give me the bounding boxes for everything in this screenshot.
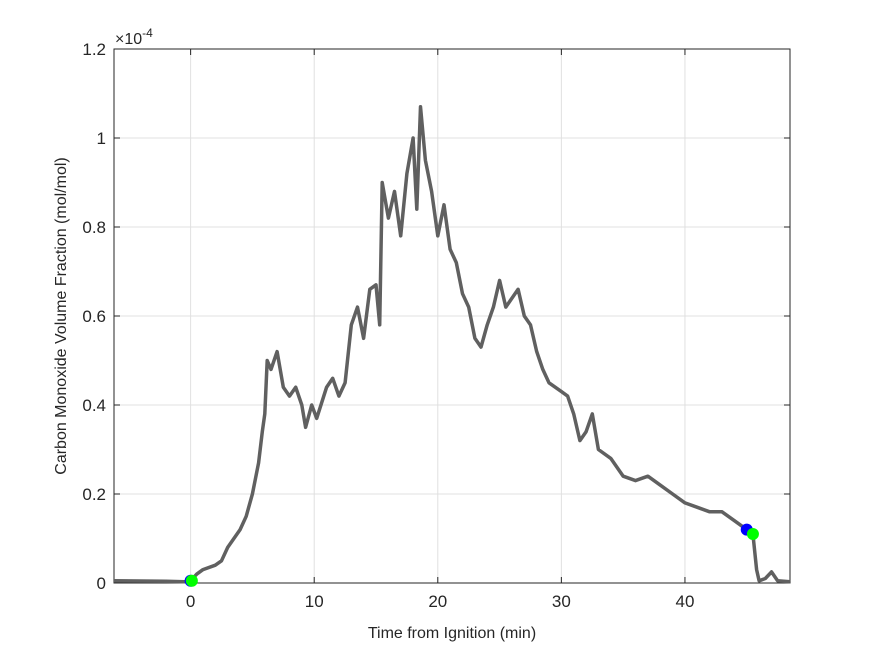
data-line — [113, 105, 791, 584]
x-tick-label: 10 — [305, 592, 324, 611]
y-tick-label: 0.4 — [82, 396, 106, 415]
x-tick-label: 40 — [675, 592, 694, 611]
exponent-base: ×10 — [115, 31, 142, 48]
y-tick-label: 0.2 — [82, 485, 106, 504]
exponent-power: -4 — [142, 26, 153, 40]
y-axis-label: Carbon Monoxide Volume Fraction (mol/mol… — [53, 157, 70, 474]
marker-dot — [185, 574, 198, 587]
x-tick-label: 0 — [186, 592, 195, 611]
x-axis-label: Time from Ignition (min) — [368, 625, 536, 642]
y-tick-label: 0.8 — [82, 218, 106, 237]
y-tick-label: 0 — [97, 574, 106, 593]
y-tick-label: 0.6 — [82, 307, 106, 326]
y-tick-label: 1.2 — [82, 40, 106, 59]
axes-box — [113, 48, 791, 584]
marker-dot — [746, 528, 759, 541]
x-tick-label: 30 — [552, 592, 571, 611]
x-tick-label: 20 — [428, 592, 447, 611]
y-exponent: ×10-4 — [115, 26, 153, 48]
y-tick-label: 1 — [97, 129, 106, 148]
